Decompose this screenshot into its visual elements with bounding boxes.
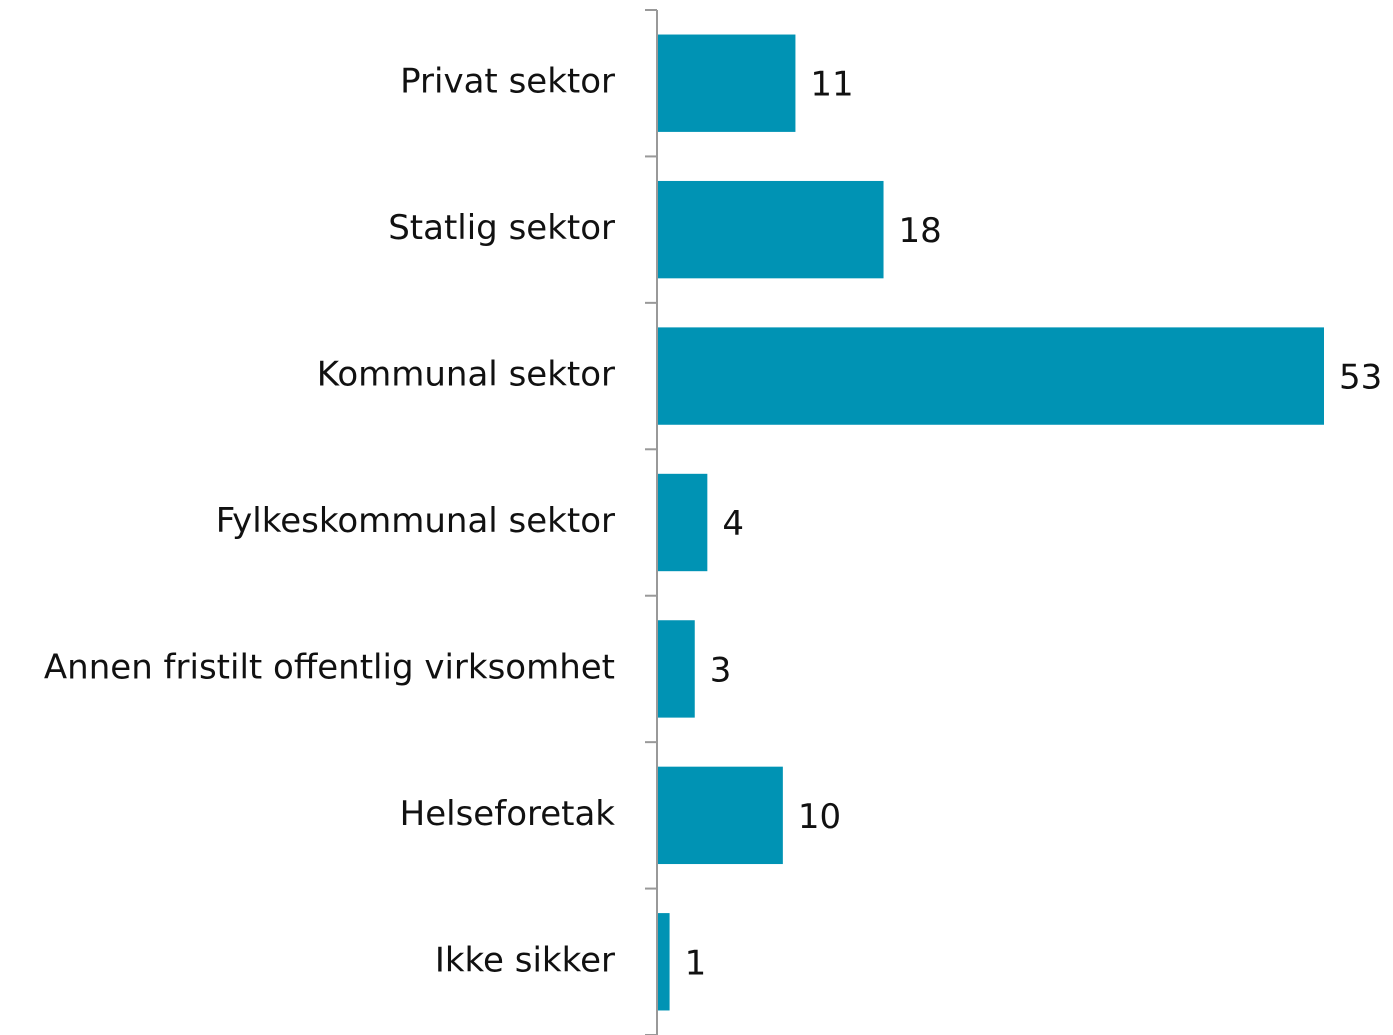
value-label: 3 — [710, 650, 732, 690]
bar — [658, 473, 708, 572]
bar — [658, 180, 884, 279]
category-label: Statlig sektor — [388, 208, 615, 248]
category-label: Annen fristilt offentlig virksomhet — [44, 647, 615, 687]
bar — [658, 620, 695, 718]
value-label: 1 — [685, 943, 707, 983]
value-label: 18 — [899, 211, 942, 251]
category-label: Kommunal sektor — [317, 355, 615, 395]
value-label: 10 — [798, 797, 841, 837]
category-label: Ikke sikker — [435, 940, 615, 980]
category-label: Privat sektor — [400, 62, 615, 102]
value-label: 4 — [722, 504, 744, 544]
bar — [658, 913, 670, 1011]
value-label: 53 — [1339, 358, 1382, 398]
category-label: Fylkeskommunal sektor — [216, 501, 615, 541]
bar — [658, 327, 1324, 425]
bar — [658, 766, 783, 865]
bar — [658, 34, 796, 132]
category-label: Helseforetak — [400, 794, 616, 834]
value-label: 11 — [810, 65, 853, 105]
